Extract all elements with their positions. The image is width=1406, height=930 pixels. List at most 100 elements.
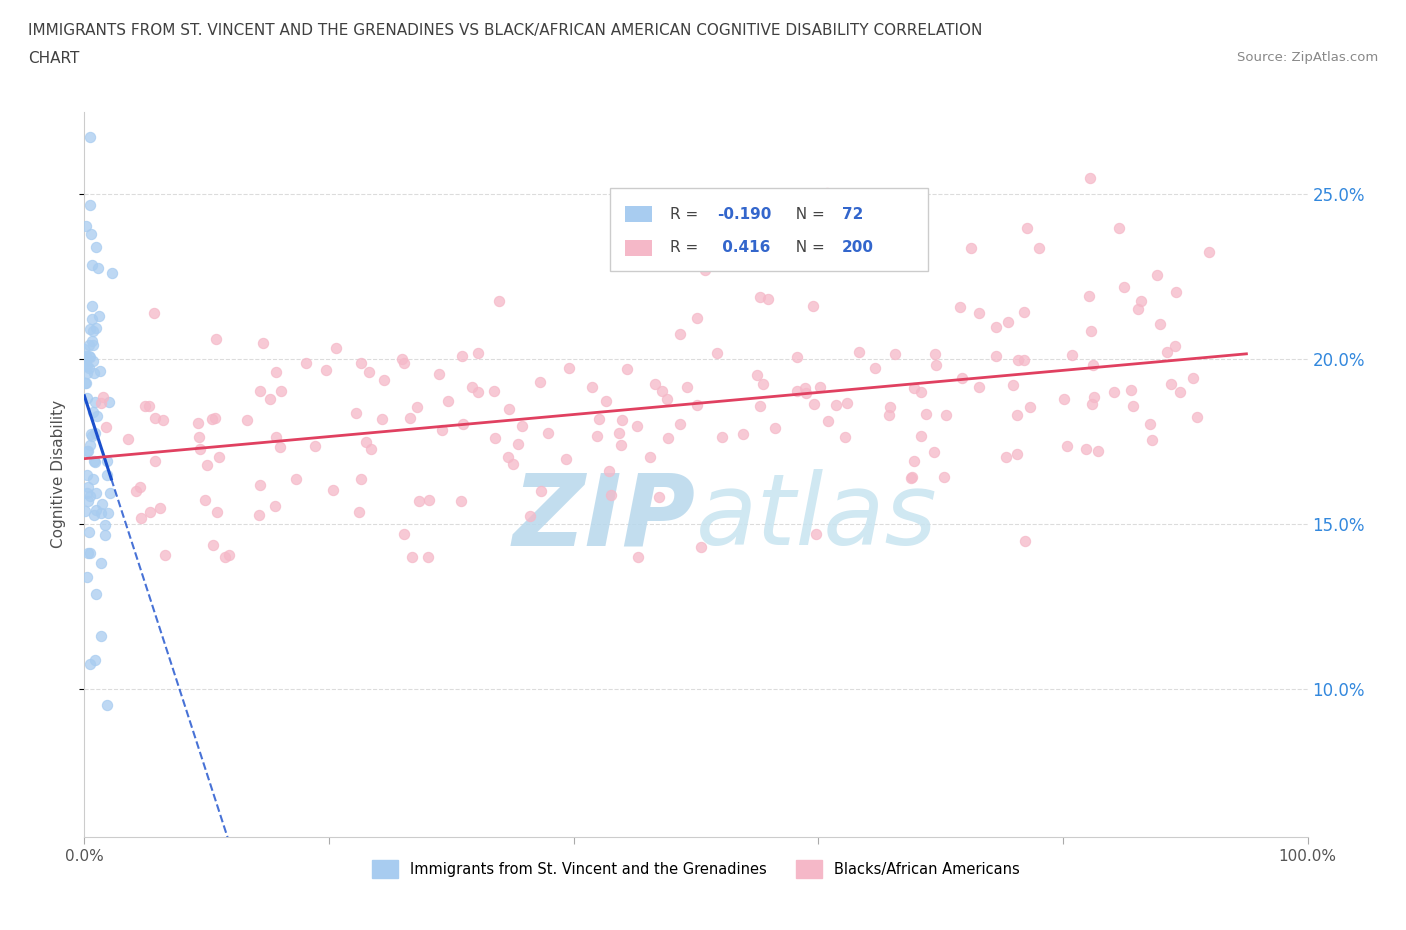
Point (354, 435, 377, 450)
Point (82, 299, 104, 313)
Point (815, 185, 838, 200)
Point (75, 503, 97, 518)
Point (1014, 534, 1036, 549)
Point (668, 326, 690, 341)
Point (600, 487, 623, 502)
Point (432, 423, 454, 438)
Point (98, 394, 121, 409)
Point (80, 334, 103, 349)
Y-axis label: Cognitive Disability: Cognitive Disability (51, 400, 66, 549)
Point (689, 540, 711, 555)
Point (910, 384, 932, 399)
Point (731, 426, 754, 441)
Point (263, 498, 285, 513)
Point (194, 492, 217, 507)
Point (80, 427, 103, 442)
Point (188, 442, 211, 457)
Point (932, 470, 955, 485)
Point (825, 398, 848, 413)
Point (1126, 301, 1149, 316)
Point (82, 472, 104, 486)
Point (315, 363, 337, 378)
Point (1053, 392, 1076, 406)
Point (1007, 352, 1029, 367)
Point (284, 472, 307, 486)
Point (749, 399, 772, 414)
Point (73, 342, 96, 357)
Point (1012, 353, 1035, 368)
Point (96, 468, 118, 483)
Point (1005, 407, 1028, 422)
Point (83, 507, 105, 522)
Point (1156, 344, 1178, 359)
Text: 0.416: 0.416 (717, 240, 770, 256)
Text: R =: R = (671, 240, 703, 256)
Point (87, 308, 110, 323)
Point (94, 517, 117, 532)
Point (969, 305, 991, 320)
Text: 200: 200 (842, 240, 873, 256)
Point (204, 410, 226, 425)
Point (609, 425, 631, 440)
Point (76, 468, 98, 483)
Point (204, 332, 226, 347)
Point (75, 349, 97, 364)
Point (794, 386, 817, 401)
Point (82, 312, 104, 326)
Point (405, 400, 427, 415)
Point (657, 431, 679, 445)
Text: atlas: atlas (696, 470, 938, 566)
Point (817, 414, 839, 429)
Text: 72: 72 (842, 207, 863, 222)
Point (554, 452, 576, 467)
Point (139, 505, 162, 520)
Point (91, 390, 114, 405)
Point (84, 502, 107, 517)
Point (1019, 399, 1042, 414)
Point (79, 197, 101, 212)
Point (675, 379, 697, 394)
Point (418, 492, 440, 507)
Point (586, 429, 609, 444)
Point (488, 294, 510, 309)
Point (835, 396, 858, 411)
Point (408, 494, 430, 509)
Point (706, 345, 728, 360)
Point (77, 480, 100, 495)
Point (370, 411, 392, 426)
Point (935, 407, 957, 422)
Point (437, 393, 460, 408)
Point (143, 454, 166, 469)
Point (949, 299, 972, 314)
Point (96, 419, 118, 434)
Point (76, 570, 98, 585)
Point (79, 488, 101, 503)
Point (264, 365, 287, 379)
Point (710, 429, 733, 444)
Point (1146, 267, 1168, 282)
Point (903, 380, 925, 395)
Point (997, 314, 1019, 329)
Point (205, 505, 228, 520)
Point (83, 454, 105, 469)
Point (616, 362, 638, 377)
Point (581, 379, 603, 394)
Point (134, 399, 156, 414)
Point (77, 349, 100, 364)
Point (392, 356, 415, 371)
Text: ZIP: ZIP (513, 470, 696, 566)
Point (1129, 294, 1152, 309)
Point (638, 449, 661, 464)
Point (1198, 245, 1220, 259)
Point (84, 587, 107, 602)
Point (984, 319, 1007, 334)
Point (350, 472, 373, 486)
Point (218, 548, 240, 563)
Point (502, 457, 524, 472)
Point (786, 384, 808, 399)
Point (1182, 370, 1205, 385)
Point (1012, 304, 1035, 319)
Point (91, 497, 114, 512)
Point (1015, 221, 1038, 236)
Point (834, 429, 856, 444)
